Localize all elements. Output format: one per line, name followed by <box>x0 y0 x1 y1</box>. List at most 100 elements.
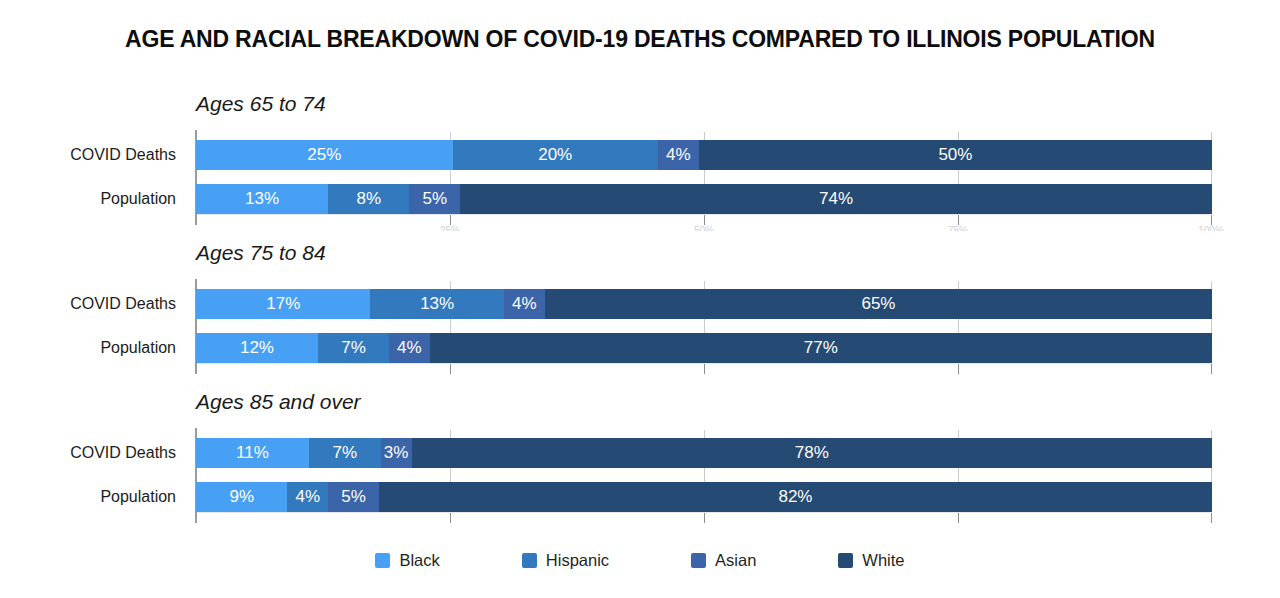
bar-segment-white: 50% <box>699 140 1212 170</box>
bar-segment-black: 17% <box>196 289 370 319</box>
bar-segment-black: 13% <box>196 184 328 214</box>
axis-tick <box>1211 513 1212 523</box>
axis-tick-label: 50% <box>694 226 714 231</box>
axis-tick <box>704 215 705 225</box>
axis-tick <box>704 513 705 523</box>
bar-segment-hispanic: 7% <box>309 438 381 468</box>
segment-value-label: 25% <box>307 145 341 165</box>
segment-value-label: 74% <box>819 189 853 209</box>
axis-tick <box>1211 215 1212 225</box>
bar-segment-asian: 5% <box>328 482 379 512</box>
axis-tick <box>704 364 705 374</box>
chart-legend: Black Hispanic Asian White <box>0 551 1280 570</box>
legend-item-asian: Asian <box>691 551 756 570</box>
row-label-covid-deaths: COVID Deaths <box>0 438 186 468</box>
segment-value-label: 4% <box>397 338 422 358</box>
segment-value-label: 50% <box>938 145 972 165</box>
plot-baseline <box>196 512 1212 513</box>
section-ages-65-74: Ages 65 to 74 25% 50% 75% 100% COVID Deaths 2… <box>0 92 1280 240</box>
section-ages-75-84: Ages 75 to 84 COVID Deaths 17% 13% 4% 65% Pop… <box>0 241 1280 389</box>
bar-segment-black: 11% <box>196 438 309 468</box>
asian-swatch-icon <box>691 553 706 568</box>
bar-segment-black: 9% <box>196 482 287 512</box>
segment-value-label: 12% <box>240 338 274 358</box>
hispanic-swatch-icon <box>522 553 537 568</box>
bar-segment-asian: 4% <box>504 289 545 319</box>
black-swatch-icon <box>375 553 390 568</box>
segment-value-label: 20% <box>538 145 572 165</box>
segment-value-label: 4% <box>512 294 537 314</box>
stacked-bar-covid-deaths: 25% 20% 4% 50% <box>196 140 1212 170</box>
segment-value-label: 7% <box>333 443 358 463</box>
axis-tick-label: 75% <box>948 226 968 231</box>
axis-tick <box>958 364 959 374</box>
row-label-population: Population <box>0 333 186 363</box>
row-label-population: Population <box>0 184 186 214</box>
bar-segment-asian: 4% <box>389 333 430 363</box>
segment-value-label: 11% <box>236 443 269 463</box>
section-heading: Ages 75 to 84 <box>196 241 326 265</box>
segment-value-label: 78% <box>795 443 829 463</box>
axis-tick-label: 25% <box>440 226 460 231</box>
legend-item-white: White <box>838 551 904 570</box>
axis-tick <box>958 215 959 225</box>
legend-label: White <box>862 551 904 570</box>
segment-value-label: 5% <box>422 189 447 209</box>
stacked-bar-population: 13% 8% 5% 74% <box>196 184 1212 214</box>
white-swatch-icon <box>838 553 853 568</box>
segment-value-label: 5% <box>341 487 366 507</box>
bar-segment-hispanic: 4% <box>287 482 328 512</box>
bar-segment-asian: 3% <box>381 438 412 468</box>
bar-segment-white: 65% <box>545 289 1212 319</box>
segment-value-label: 9% <box>229 487 254 507</box>
legend-item-black: Black <box>375 551 439 570</box>
axis-tick <box>450 215 451 225</box>
bar-segment-white: 74% <box>460 184 1212 214</box>
legend-label: Asian <box>715 551 756 570</box>
row-label-covid-deaths: COVID Deaths <box>0 140 186 170</box>
row-label-covid-deaths: COVID Deaths <box>0 289 186 319</box>
stacked-bar-covid-deaths: 17% 13% 4% 65% <box>196 289 1212 319</box>
legend-label: Hispanic <box>546 551 609 570</box>
segment-value-label: 65% <box>861 294 895 314</box>
segment-value-label: 13% <box>420 294 454 314</box>
bar-segment-white: 82% <box>379 482 1212 512</box>
segment-value-label: 8% <box>356 189 381 209</box>
bar-segment-white: 78% <box>412 438 1212 468</box>
section-ages-85-over: Ages 85 and over COVID Deaths 11% 7% 3% 78% P… <box>0 390 1280 538</box>
section-heading: Ages 85 and over <box>196 390 361 414</box>
segment-value-label: 82% <box>778 487 812 507</box>
bar-segment-black: 12% <box>196 333 318 363</box>
segment-value-label: 7% <box>341 338 366 358</box>
axis-tick <box>450 364 451 374</box>
bar-segment-hispanic: 7% <box>318 333 389 363</box>
axis-tick-label: 100% <box>1198 226 1224 231</box>
bar-segment-white: 77% <box>430 333 1212 363</box>
bar-segment-asian: 4% <box>658 140 699 170</box>
legend-item-hispanic: Hispanic <box>522 551 609 570</box>
row-label-population: Population <box>0 482 186 512</box>
bar-segment-hispanic: 20% <box>453 140 658 170</box>
segment-value-label: 4% <box>295 487 320 507</box>
segment-value-label: 77% <box>804 338 838 358</box>
stacked-bar-population: 12% 7% 4% 77% <box>196 333 1212 363</box>
chart-canvas: AGE AND RACIAL BREAKDOWN OF COVID-19 DEA… <box>0 0 1280 598</box>
section-heading: Ages 65 to 74 <box>196 92 326 116</box>
legend-label: Black <box>399 551 439 570</box>
segment-value-label: 13% <box>245 189 279 209</box>
bar-segment-black: 25% <box>196 140 453 170</box>
stacked-bar-covid-deaths: 11% 7% 3% 78% <box>196 438 1212 468</box>
axis-tick <box>1211 364 1212 374</box>
plot-baseline <box>196 363 1212 364</box>
segment-value-label: 3% <box>384 443 409 463</box>
segment-value-label: 17% <box>266 294 300 314</box>
segment-value-label: 4% <box>666 145 691 165</box>
plot-baseline <box>196 214 1212 215</box>
axis-tick <box>450 513 451 523</box>
stacked-bar-population: 9% 4% 5% 82% <box>196 482 1212 512</box>
bar-segment-asian: 5% <box>409 184 460 214</box>
bar-segment-hispanic: 8% <box>328 184 409 214</box>
chart-title: AGE AND RACIAL BREAKDOWN OF COVID-19 DEA… <box>0 26 1280 53</box>
axis-tick <box>958 513 959 523</box>
bar-segment-hispanic: 13% <box>370 289 503 319</box>
